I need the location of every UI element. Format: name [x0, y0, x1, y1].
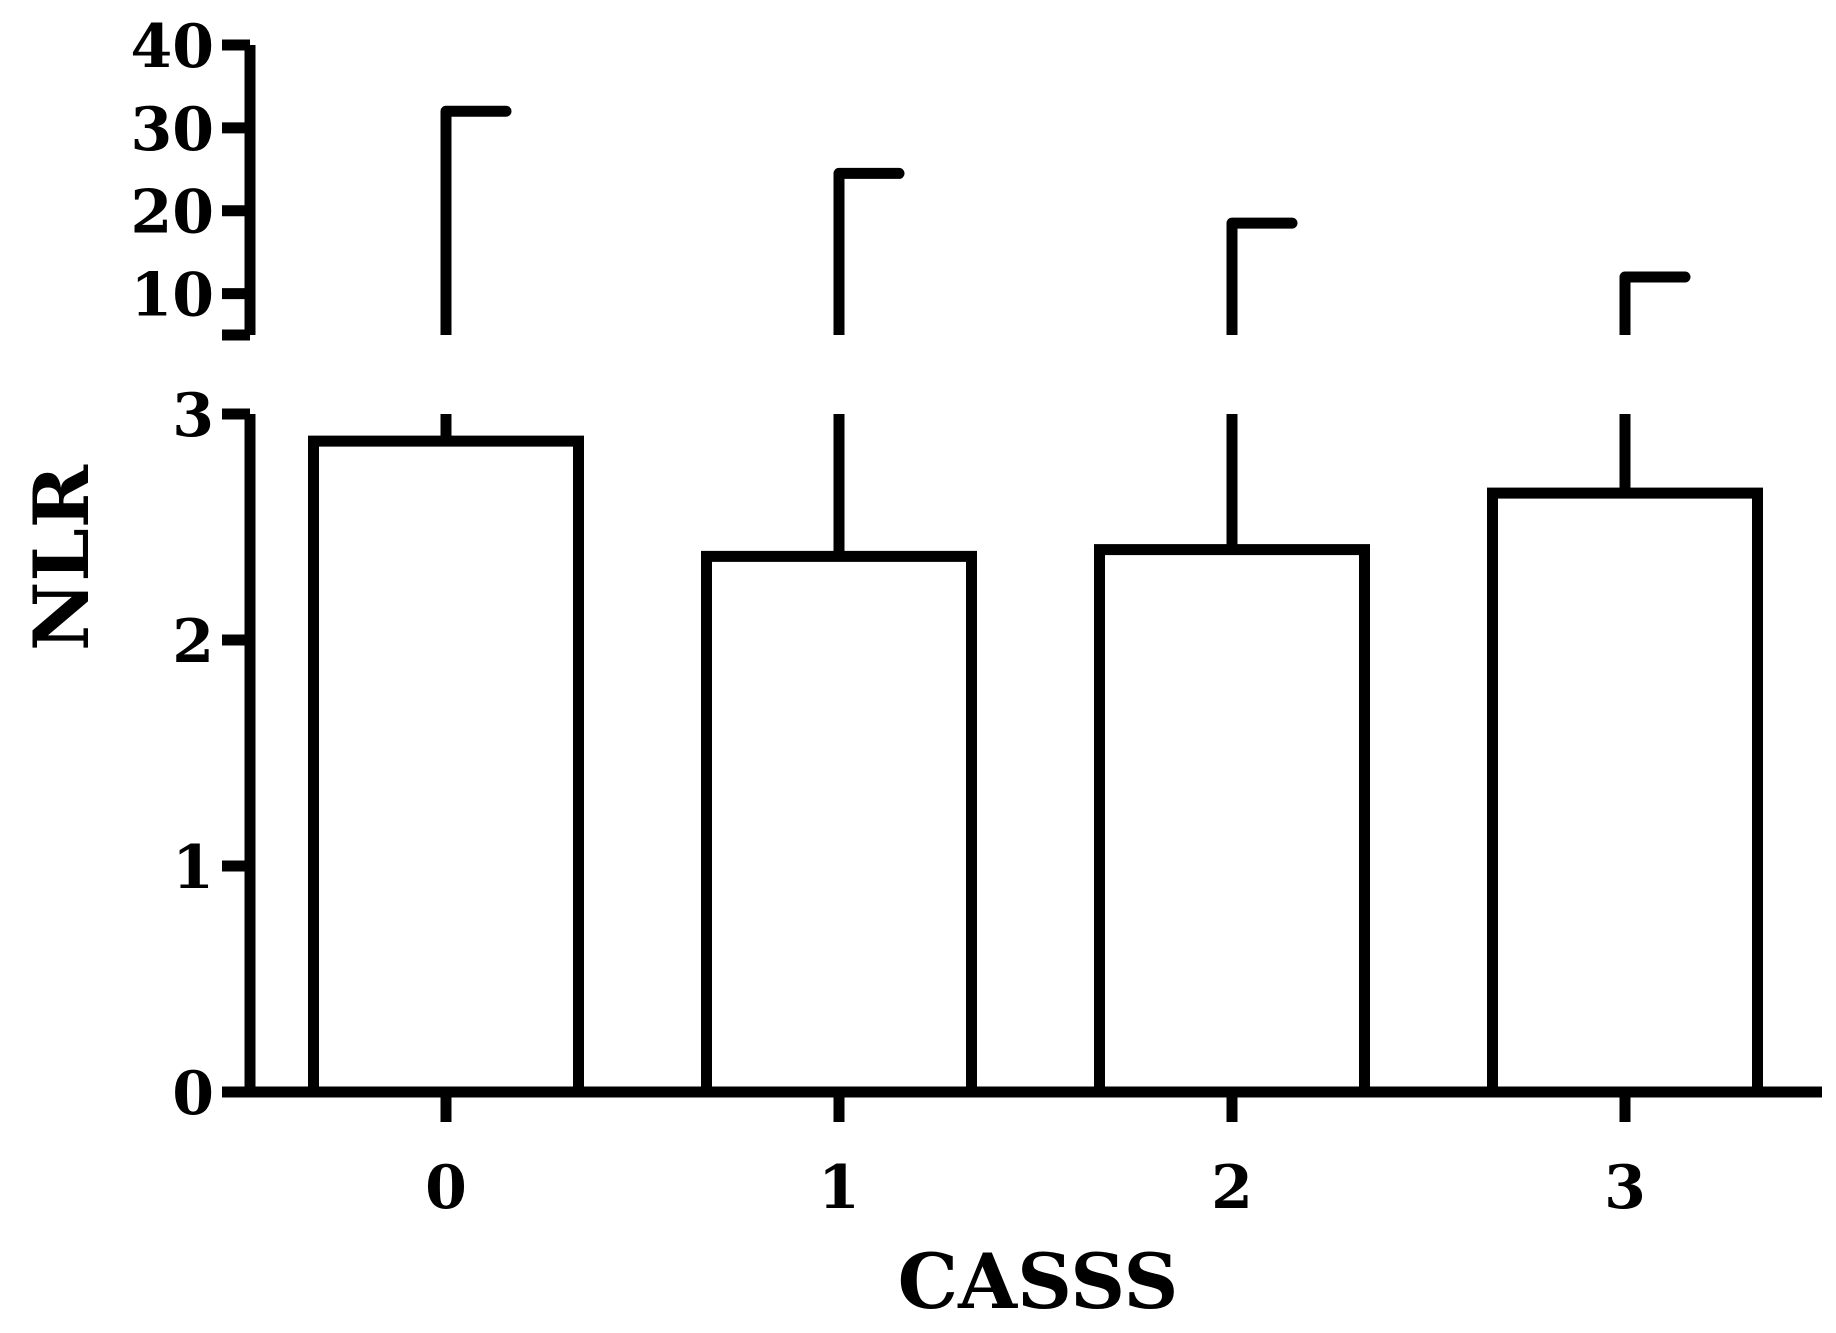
x-axis: 0 1 2 3 [244, 1086, 1822, 1223]
bar-1 [701, 550, 977, 1098]
bar-2 [1094, 544, 1370, 1098]
y-tick-label-lower-2: 2 [172, 607, 214, 677]
y-tick-label-lower-3: 3 [172, 381, 214, 451]
y-axis: 0 1 2 3 10 20 30 40 [131, 12, 256, 1129]
x-axis-label: CASSS [898, 1237, 1179, 1326]
x-tick-label-3: 3 [1604, 1153, 1646, 1223]
y-axis-label: NLR [17, 464, 106, 651]
error-bars [440, 105, 1691, 557]
y-tick-label-upper-1: 20 [131, 178, 215, 248]
bars [308, 435, 1763, 1098]
y-tick-label-upper-2: 30 [131, 95, 215, 165]
y-tick-label-lower-1: 1 [172, 833, 214, 903]
x-tick-label-0: 0 [425, 1153, 467, 1223]
bar-0 [308, 435, 584, 1098]
x-tick-label-2: 2 [1211, 1153, 1253, 1223]
y-tick-label-upper-0: 10 [131, 261, 215, 331]
x-tick-label-1: 1 [818, 1153, 860, 1223]
bar-3 [1487, 487, 1763, 1098]
y-tick-label-lower-0: 0 [172, 1059, 214, 1129]
y-tick-label-upper-3: 40 [131, 12, 215, 82]
